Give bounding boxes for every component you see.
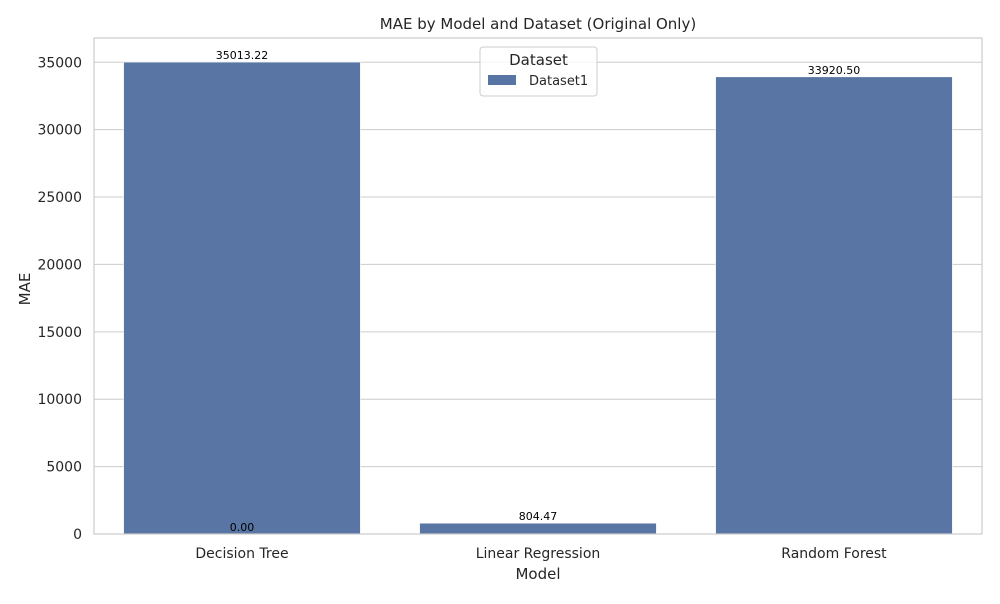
y-tick-label: 5000 bbox=[46, 460, 82, 476]
legend: Dataset Dataset1 bbox=[479, 46, 598, 97]
bar-value-label: 33920.50 bbox=[808, 64, 861, 77]
data-labels: 35013.22 804.47 33920.50 0.00 bbox=[216, 49, 861, 534]
y-tick-label: 0 bbox=[73, 527, 82, 543]
x-tick-label: Decision Tree bbox=[195, 546, 288, 562]
y-tick-label: 20000 bbox=[37, 257, 82, 273]
bar-value-label: 804.47 bbox=[519, 510, 558, 523]
bar-value-label: 35013.22 bbox=[216, 49, 269, 62]
legend-title: Dataset bbox=[509, 51, 568, 69]
chart-title: MAE by Model and Dataset (Original Only) bbox=[380, 15, 696, 33]
x-tick-label: Linear Regression bbox=[476, 546, 601, 562]
y-tick-labels: 0 5000 10000 15000 20000 25000 30000 35000 bbox=[37, 55, 82, 543]
bar bbox=[123, 61, 361, 535]
bar-value-label: 0.00 bbox=[230, 521, 255, 534]
y-tick-label: 35000 bbox=[37, 55, 82, 71]
y-tick-label: 10000 bbox=[37, 392, 82, 408]
bars bbox=[123, 61, 953, 535]
legend-entry-dataset1: Dataset1 bbox=[529, 74, 588, 89]
y-tick-label: 15000 bbox=[37, 325, 82, 341]
bar bbox=[715, 76, 953, 535]
y-tick-label: 25000 bbox=[37, 190, 82, 206]
y-tick-label: 30000 bbox=[37, 123, 82, 139]
x-tick-label: Random Forest bbox=[781, 546, 887, 562]
y-axis-label: MAE bbox=[16, 273, 34, 306]
x-axis-label: Model bbox=[515, 565, 560, 583]
x-tick-labels: Decision Tree Linear Regression Random For… bbox=[195, 546, 887, 562]
plot-frame bbox=[93, 37, 983, 535]
legend-swatch bbox=[488, 75, 516, 85]
bar bbox=[419, 522, 657, 535]
